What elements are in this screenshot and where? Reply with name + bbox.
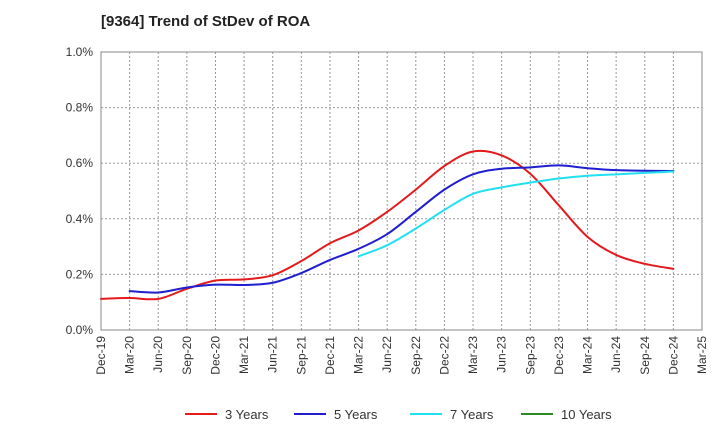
x-tick-label: Jun-20	[151, 336, 165, 373]
x-tick-label: Mar-21	[237, 336, 251, 374]
x-tick-label: Sep-23	[523, 336, 537, 375]
x-tick-label: Sep-24	[638, 336, 652, 375]
axes: 0.0% 0.2% 0.4% 0.6% 0.8% 1.0% Dec-19 Mar-20 Jun-…	[66, 45, 709, 375]
series-line-7-years	[357, 170, 675, 258]
y-tick-label: 0.6%	[66, 156, 94, 170]
x-tick-label: Jun-23	[495, 336, 509, 373]
x-tick-label: Dec-22	[437, 336, 451, 375]
plot-frame	[100, 51, 703, 331]
y-tick-label: 0.2%	[66, 267, 94, 281]
x-tick-label: Mar-20	[123, 336, 137, 374]
x-tick-label: Dec-20	[208, 336, 222, 375]
y-tick-label: 0.8%	[66, 101, 94, 115]
x-tick-label: Sep-20	[180, 336, 194, 375]
series-lines	[100, 149, 675, 301]
legend-label-3-years: 3 Years	[225, 407, 269, 422]
y-tick-label: 1.0%	[66, 45, 94, 59]
x-tick-label: Sep-21	[294, 336, 308, 375]
x-tick-label: Mar-24	[581, 336, 595, 374]
x-tick-label: Dec-21	[323, 336, 337, 375]
x-tick-label: Mar-23	[466, 336, 480, 374]
series-line-5-years	[128, 164, 675, 294]
legend-label-7-years: 7 Years	[450, 407, 494, 422]
y-tick-label: 0.0%	[66, 323, 94, 337]
x-tick-label: Dec-24	[666, 336, 680, 375]
x-tick-label: Mar-22	[352, 336, 366, 374]
legend: 3 Years 5 Years 7 Years 10 Years	[185, 407, 612, 422]
x-tick-label: Dec-19	[94, 336, 108, 375]
legend-label-10-years: 10 Years	[561, 407, 612, 422]
x-tick-label: Jun-21	[266, 336, 280, 373]
y-tick-label: 0.4%	[66, 212, 94, 226]
x-tick-label: Jun-22	[380, 336, 394, 373]
x-tick-label: Sep-22	[409, 336, 423, 375]
chart-title: [9364] Trend of StDev of ROA	[101, 13, 311, 30]
x-tick-label: Mar-25	[695, 336, 709, 374]
x-tick-label: Dec-23	[552, 336, 566, 375]
legend-label-5-years: 5 Years	[334, 407, 378, 422]
x-tick-label: Jun-24	[609, 336, 623, 373]
